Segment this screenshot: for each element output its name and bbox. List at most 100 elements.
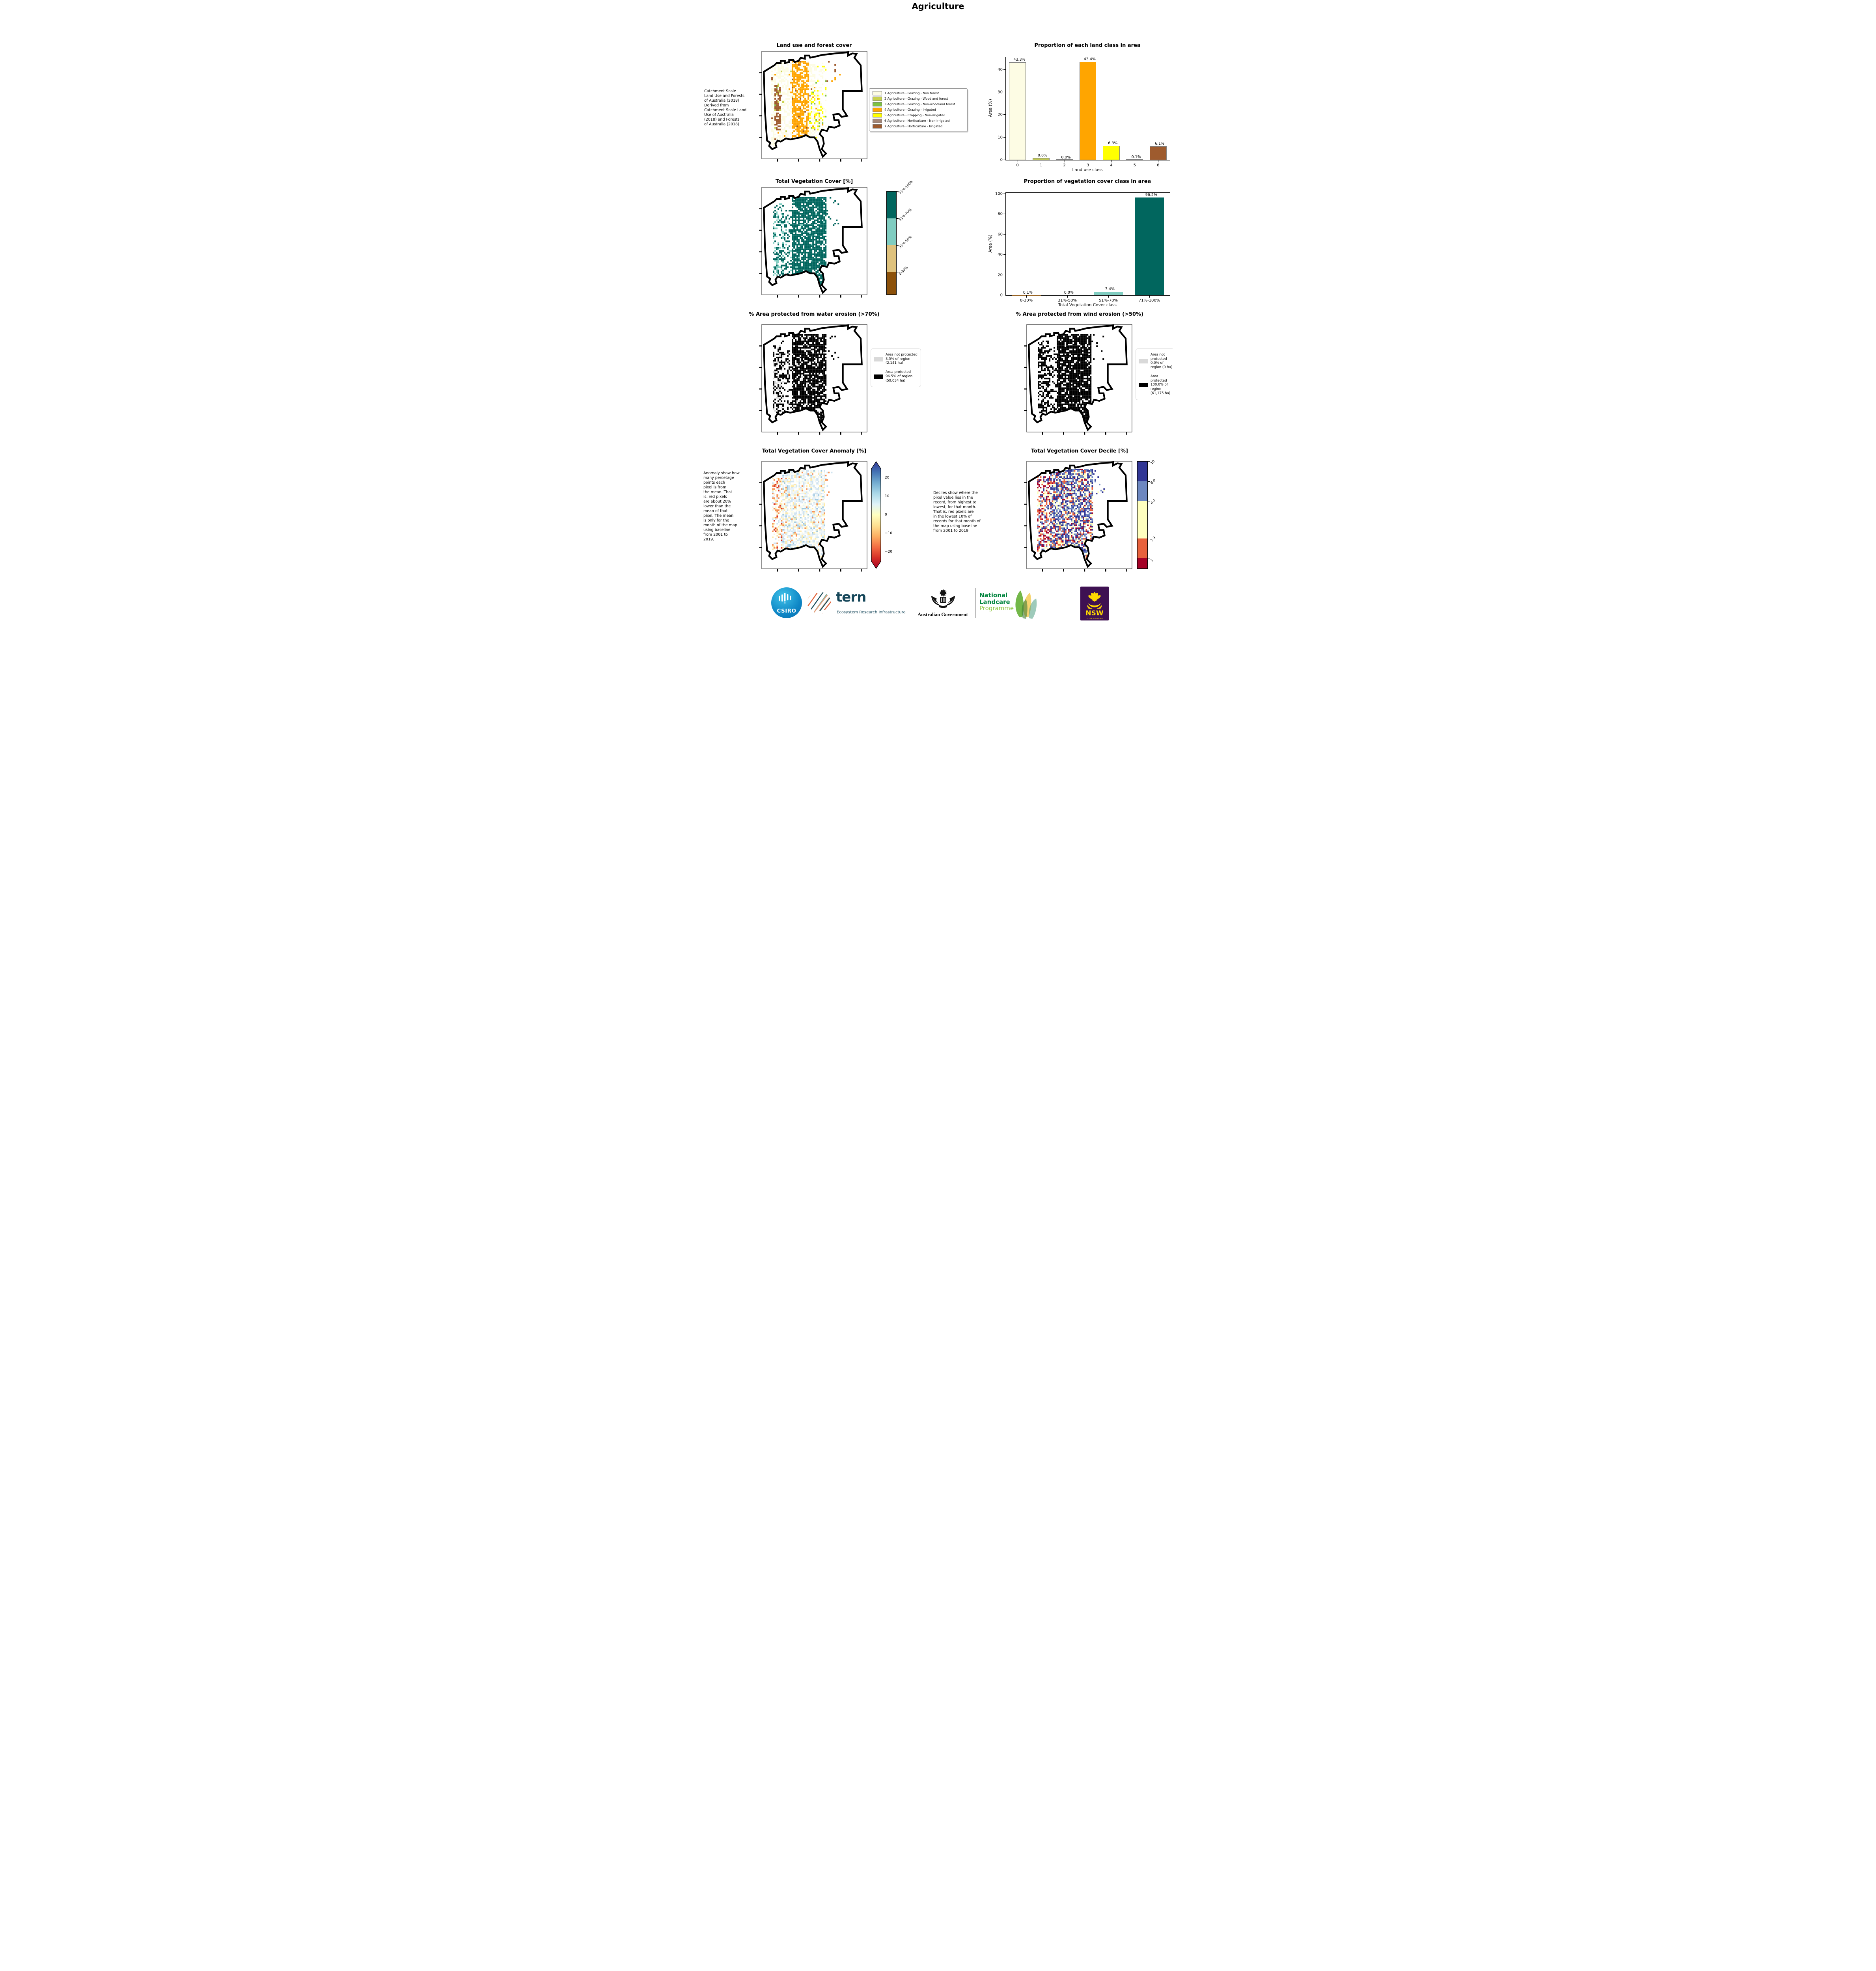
pixel-field <box>1038 334 1104 423</box>
bar-5 <box>1126 159 1143 160</box>
landuse-source-note: Catchment Scale Land Use and Forests of … <box>704 89 747 127</box>
x-tick <box>1067 295 1068 298</box>
decile-title: Total Vegetation Cover Decile [%] <box>1031 448 1128 454</box>
nsw-government-logo: NSW GOVERNMENT <box>1080 587 1109 620</box>
x-tick-label: 4 <box>1110 163 1113 168</box>
nsw-wordmark: NSW <box>1085 609 1104 617</box>
colorbar-segment <box>1138 558 1147 568</box>
y-tick <box>1003 137 1006 138</box>
bar-51%-70% <box>1093 292 1123 295</box>
nsw-subtitle: GOVERNMENT <box>1085 618 1104 620</box>
legend-item: 5 Agriculture - Cropping - Non-irrigated <box>873 113 964 117</box>
colorbar-segment <box>887 245 896 272</box>
map-ticks <box>759 72 862 162</box>
x-tick-label: 0 <box>1016 163 1019 168</box>
decile-colorbar: 10 8-9 4-7 2-3 1 <box>1137 460 1156 570</box>
anomaly-title: Total Vegetation Cover Anomaly [%] <box>762 448 867 454</box>
tern-australia-icon <box>807 592 831 616</box>
y-tick-label: 10 <box>998 135 1003 140</box>
y-tick-label: 40 <box>998 252 1003 257</box>
legend-swatch <box>873 102 882 106</box>
landuse-map <box>759 51 867 162</box>
legend-label: 2 Agriculture - Grazing - Woodland fores… <box>884 97 948 101</box>
bar-value-label: 0.8% <box>1037 153 1048 158</box>
colorbar-label: 8-9 <box>1150 478 1157 485</box>
x-tick-label: 31%-50% <box>1057 298 1077 303</box>
bar-value-label: 6.1% <box>1155 142 1165 146</box>
y-axis-label: Area (%) <box>988 235 993 253</box>
bar-value-label: 43.4% <box>1083 57 1096 62</box>
legend-label: 3 Agriculture - Grazing - Non-woodland f… <box>884 102 955 106</box>
y-tick <box>1003 69 1006 70</box>
bar-value-label: 6.3% <box>1108 141 1118 145</box>
csiro-circle <box>771 587 802 618</box>
legend-label: 6 Agriculture - Horticulture - Non-irrig… <box>884 119 950 123</box>
bar-3 <box>1079 62 1097 160</box>
colorbar-label: 10 <box>1150 459 1156 466</box>
bar-value-label: 0.1% <box>1023 290 1033 295</box>
landcare-word-programme: Programme <box>979 605 1014 612</box>
legend-item: Area not protected 3.5% of region (2,141… <box>874 353 918 365</box>
legend-swatch <box>1139 359 1148 363</box>
colorbar-label: 31%-50% <box>898 235 913 250</box>
bar-value-label: 0.1% <box>1131 155 1141 160</box>
decile-map <box>1024 461 1132 572</box>
colorbar-tick-label: −10 <box>885 531 892 535</box>
colorbar-segment <box>1138 538 1147 559</box>
bar-71%-100% <box>1134 197 1164 295</box>
colorbar-tick-label: 20 <box>885 476 890 480</box>
landuse-legend: 1 Agriculture - Grazing - Non forest 2 A… <box>869 88 968 131</box>
anomaly-colorbar: 20 10 0 −10 −20 <box>871 461 892 569</box>
y-tick-label: 0 <box>1000 158 1003 162</box>
legend-swatch <box>873 108 882 112</box>
bar-value-label: 0.0% <box>1064 291 1074 295</box>
vegcover-map <box>759 187 867 298</box>
colorbar-label: 51%-70% <box>898 208 913 222</box>
vegclass-chart-title: Proportion of vegetation cover class in … <box>1024 179 1151 184</box>
colorbar-label: 1 <box>1150 558 1154 563</box>
legend-swatch <box>874 374 883 379</box>
wind-erosion-legend: Area not protected 0.0% of region (0 ha)… <box>1136 348 1173 400</box>
landcare-leaves-icon <box>1015 591 1037 619</box>
pixel-field <box>773 334 839 423</box>
legend-label: Area protected 96.5% of region (59,034 h… <box>886 370 913 383</box>
x-tick-label: 1 <box>1039 163 1042 168</box>
colorbar-label: 0-30% <box>898 265 909 276</box>
x-tick-label: 51%-70% <box>1098 298 1118 303</box>
y-tick-label: 30 <box>998 90 1003 95</box>
legend-item: 7 Agriculture - Horticulture - Irrigated <box>873 124 964 129</box>
bar-0 <box>1009 62 1026 160</box>
colorbar-segment <box>1138 462 1147 482</box>
y-tick <box>1003 254 1006 255</box>
legend-item: 1 Agriculture - Grazing - Non forest <box>873 91 964 95</box>
y-tick-label: 20 <box>998 112 1003 117</box>
legend-label: 4 Agriculture - Grazing - Irrigated <box>884 108 936 112</box>
landclass-bar-chart: 0 10 20 30 40 43.3% 0 0.8% 1 0.0% 2 43.4% 3 6.3% 4 0.1%… <box>998 57 1170 168</box>
x-tick <box>1108 295 1109 298</box>
landclass-chart-title: Proportion of each land class in area <box>1034 43 1141 48</box>
y-tick-label: 80 <box>998 212 1003 216</box>
vegcover-colorbar: 71%-100% 51%-70% 31%-50% 0-30% <box>886 179 914 296</box>
landuse-title: Land use and forest cover <box>776 43 852 48</box>
anomaly-map <box>759 461 867 572</box>
anomaly-note: Anomaly show how many percetage points e… <box>703 471 740 542</box>
y-tick-label: 0 <box>1000 293 1003 298</box>
x-tick-label: 5 <box>1133 163 1136 168</box>
x-tick-label: 0-30% <box>1020 298 1033 303</box>
colorbar-label: 71%-100% <box>898 179 914 196</box>
tern-subtitle: Ecosystem Research Infrastructure <box>837 610 906 615</box>
vegcover-title: Total Vegetation Cover [%] <box>775 179 853 184</box>
y-axis-label: Area (%) <box>988 99 993 117</box>
y-tick-label: 100 <box>995 192 1003 196</box>
colorbar-label: 2-3 <box>1150 536 1157 543</box>
report-page: Agriculture Land use and forest cover Ca… <box>703 0 1173 623</box>
x-axis-label: Land use class <box>1072 168 1103 172</box>
legend-label: 1 Agriculture - Grazing - Non forest <box>884 91 939 95</box>
x-tick-label: 2 <box>1063 163 1066 168</box>
legend-item: Area not protected 0.0% of region (0 ha) <box>1139 353 1173 370</box>
colorbar-segment <box>887 272 896 294</box>
page-title: Agriculture <box>912 2 964 11</box>
australian-government-wordmark: Australian Government <box>917 612 968 617</box>
x-tick-label: 6 <box>1157 163 1160 168</box>
landcare-word-landcare: Landcare <box>979 598 1010 605</box>
